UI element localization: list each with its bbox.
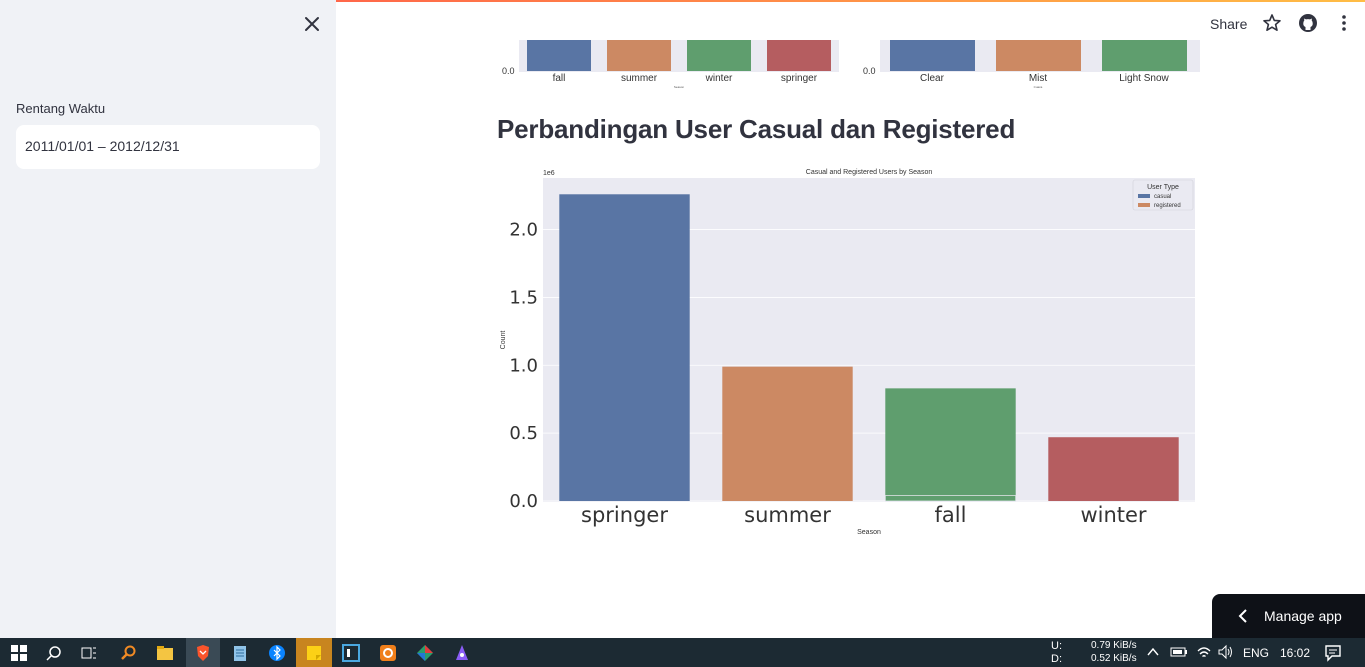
- manage-app-button[interactable]: Manage app: [1212, 594, 1365, 638]
- clock[interactable]: 16:02: [1280, 646, 1311, 660]
- orange-app-icon[interactable]: [377, 642, 399, 664]
- app-window-icon[interactable]: [340, 642, 362, 664]
- wifi-icon[interactable]: [1196, 644, 1212, 660]
- brave-browser-icon[interactable]: [186, 638, 220, 667]
- notifications-icon[interactable]: [1324, 644, 1342, 662]
- search-app-icon[interactable]: [117, 642, 139, 664]
- date-range-input[interactable]: 2011/01/01 – 2012/12/31: [16, 125, 320, 169]
- xtick-springer: springer: [781, 73, 818, 84]
- file-explorer-icon[interactable]: [154, 642, 176, 664]
- legend-swatch-registered: [1138, 203, 1150, 207]
- xlabel: Cuaca: [1034, 85, 1043, 89]
- manage-app-label: Manage app: [1264, 608, 1342, 624]
- legend-swatch-casual: [1138, 194, 1150, 198]
- y-tick-label: 1.0: [509, 355, 538, 376]
- bar-casual-springer: [559, 194, 690, 501]
- x-tick-label-fall: fall: [935, 503, 967, 527]
- battery-icon[interactable]: [1170, 646, 1188, 658]
- share-button[interactable]: Share: [1210, 16, 1248, 32]
- taskbar: U: D: 0.79 KiB/s 0.52 KiB/s ENG 16:02: [0, 638, 1365, 667]
- bar-registered-fall: [884, 495, 1017, 502]
- bar-winter: [687, 40, 751, 71]
- scale-label: 1e6: [543, 170, 555, 177]
- weather-chart-partial: 0.0 Clear Mist Light Snow Cuaca: [863, 40, 1200, 89]
- y-tick-label: 0.0: [509, 491, 538, 512]
- bar-casual-fall: [885, 388, 1016, 501]
- bar-clear: [890, 40, 975, 71]
- y-axis-label: Count: [500, 331, 507, 350]
- task-view-icon[interactable]: [78, 642, 100, 664]
- chart-title: Casual and Registered Users by Season: [806, 169, 933, 176]
- purple-app-icon[interactable]: [451, 642, 473, 664]
- xtick-winter: winter: [705, 73, 733, 84]
- xtick-fall: fall: [553, 73, 566, 84]
- git-client-icon[interactable]: [414, 642, 436, 664]
- legend-registered: registered: [1154, 203, 1181, 209]
- more-menu-icon[interactable]: [1334, 13, 1354, 33]
- xtick-mist: Mist: [1029, 73, 1048, 84]
- x-axis-label: Season: [857, 529, 881, 536]
- net-up-speed: 0.79 KiB/s: [1091, 640, 1137, 651]
- star-icon[interactable]: [1262, 13, 1282, 33]
- bar-summer: [607, 40, 671, 71]
- y-tick-label: 2.0: [509, 220, 538, 241]
- user-type-by-season-chart: 0.0 0.5 1.0 1.5 2.0 springer summer fall winter…: [500, 169, 1195, 536]
- sticky-notes-icon[interactable]: [296, 638, 332, 667]
- bar-fall: [527, 40, 591, 71]
- legend-title: User Type: [1147, 184, 1179, 191]
- date-range-label: Rentang Waktu: [16, 101, 106, 116]
- search-icon[interactable]: [43, 642, 65, 664]
- x-tick-label-summer: summer: [744, 503, 831, 527]
- bar-casual-summer: [722, 366, 853, 501]
- season-chart-partial: 0.0 fall summer winter springer Season: [502, 40, 839, 89]
- close-icon[interactable]: [302, 14, 322, 34]
- volume-icon[interactable]: [1217, 644, 1235, 660]
- net-down-speed: 0.52 KiB/s: [1091, 653, 1137, 664]
- ytick-0: 0.0: [502, 66, 515, 76]
- bluetooth-icon[interactable]: [266, 642, 288, 664]
- xlabel: Season: [674, 85, 685, 89]
- xtick-light-snow: Light Snow: [1119, 73, 1169, 84]
- legend-casual: casual: [1154, 194, 1171, 200]
- bar-light-snow: [1102, 40, 1187, 71]
- section-title: Perbandingan User Casual dan Registered: [497, 114, 1016, 144]
- top-progress-line: [0, 0, 1365, 2]
- x-tick-label-springer: springer: [581, 503, 668, 527]
- notepad-icon[interactable]: [229, 642, 251, 664]
- github-icon[interactable]: [1298, 13, 1318, 33]
- chevron-left-icon: [1238, 609, 1247, 623]
- bar-casual-winter: [1048, 437, 1179, 501]
- ytick-0: 0.0: [863, 66, 876, 76]
- chevron-up-icon[interactable]: [1147, 647, 1159, 657]
- bar-mist: [996, 40, 1081, 71]
- net-down-label: D:: [1051, 653, 1062, 665]
- y-tick-label: 1.5: [509, 287, 538, 308]
- windows-start-icon[interactable]: [8, 642, 30, 664]
- sidebar: Rentang Waktu 2011/01/01 – 2012/12/31: [0, 0, 336, 638]
- x-tick-label-winter: winter: [1080, 503, 1146, 527]
- xtick-summer: summer: [621, 73, 658, 84]
- y-tick-label: 0.5: [509, 423, 538, 444]
- xtick-clear: Clear: [920, 73, 945, 84]
- language-indicator[interactable]: ENG: [1243, 646, 1270, 660]
- legend: User Type casual registered: [1132, 179, 1194, 211]
- net-up-label: U:: [1051, 640, 1062, 652]
- bar-springer: [767, 40, 831, 71]
